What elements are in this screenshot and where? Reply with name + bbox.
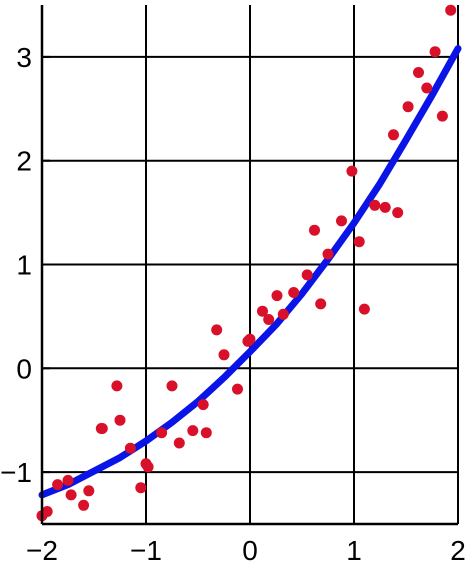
data-point [232,383,243,395]
data-point [197,399,209,411]
x-tick-label: 2 [450,535,466,566]
x-tick-label: −2 [26,535,58,566]
data-point [288,287,300,298]
data-point [336,215,347,227]
x-tick-label: −1 [130,535,162,566]
data-points-layer [36,4,457,522]
data-point [166,380,178,392]
data-point [413,67,424,78]
x-tick-label: 0 [242,535,258,566]
data-point [111,380,123,392]
data-point [124,442,136,454]
data-point [271,290,283,302]
data-point [218,349,230,361]
data-point [309,224,320,236]
data-point [78,499,90,511]
data-point [114,414,126,426]
y-tick-label: 0 [16,353,32,384]
data-point [257,305,268,317]
data-point [173,437,185,449]
y-tick-label: 1 [16,250,32,281]
fit-curve [38,45,462,499]
data-point [358,303,370,315]
data-point [135,482,147,494]
data-point [200,427,212,439]
data-point [277,308,289,320]
data-point [445,4,457,16]
data-point [142,461,154,473]
x-axis-ticks: −2 −1 0 1 2 [26,516,466,566]
grid-lines [41,5,459,524]
data-point [436,110,448,122]
data-point [65,489,77,501]
y-axis-ticks: −1 0 1 2 3 [0,42,50,488]
data-point [211,324,223,336]
data-point [83,485,95,497]
data-point [353,236,365,248]
y-tick-label: 3 [16,42,32,73]
data-point [263,314,275,325]
data-point [346,165,358,177]
data-point [301,269,313,281]
data-point [322,248,334,260]
data-point [369,199,381,211]
data-point [388,129,399,141]
data-point [315,298,327,310]
data-point [379,201,391,213]
data-point [402,101,414,113]
data-point [156,427,168,439]
y-tick-label: 2 [16,146,32,177]
data-point [244,333,256,345]
data-point [62,474,74,486]
data-point [41,506,53,517]
x-tick-label: 1 [346,535,362,566]
data-point [392,207,404,219]
data-point [187,425,199,437]
data-point [96,423,108,434]
data-point [52,479,64,491]
data-point [421,82,433,94]
y-tick-label: −1 [0,457,32,488]
data-point [429,46,441,58]
fit-curve-layer [38,45,462,499]
